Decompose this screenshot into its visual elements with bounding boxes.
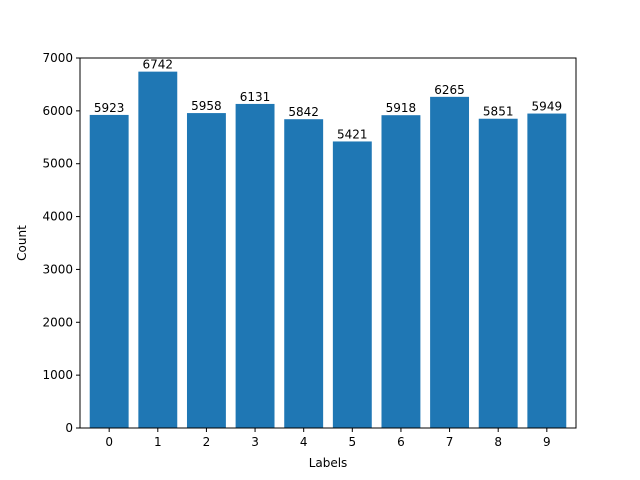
bar-2	[186, 113, 226, 428]
y-tick-label-3000: 3000	[42, 262, 73, 276]
bar-3	[235, 103, 275, 428]
y-tick-label-4000: 4000	[42, 210, 73, 224]
bar-value-label-7: 6265	[434, 83, 465, 97]
bar-value-label-2: 5958	[191, 99, 222, 113]
x-axis-title: Labels	[309, 456, 348, 470]
bar-labels-layer: 5923 6742 5958 6131 5842 5421 5918 6265 5851 5949	[94, 58, 562, 142]
bar-value-label-1: 6742	[143, 58, 174, 72]
x-tick-label-6: 6	[397, 435, 405, 449]
x-tick-label-9: 9	[543, 435, 551, 449]
x-tick-label-4: 4	[300, 435, 308, 449]
x-tick-label-3: 3	[251, 435, 259, 449]
y-axis-title: Count	[15, 225, 29, 261]
y-tick-label-5000: 5000	[42, 157, 73, 171]
y-axis-ticks: 0 1000 2000 3000 4000 5000 6000 7000	[42, 51, 80, 435]
x-axis-ticks: 0 1 2 3 4 5 6 7 8 9	[105, 428, 551, 449]
bar-value-label-4: 5842	[288, 105, 319, 119]
bar-9	[527, 113, 567, 428]
bar-value-label-9: 5949	[532, 100, 563, 114]
bar-value-label-3: 6131	[240, 90, 271, 104]
bar-7	[430, 96, 470, 428]
bar-8	[478, 118, 518, 429]
x-tick-label-7: 7	[446, 435, 454, 449]
bar-4	[284, 119, 324, 429]
y-tick-label-1000: 1000	[42, 368, 73, 382]
x-tick-label-0: 0	[105, 435, 113, 449]
y-tick-label-6000: 6000	[42, 104, 73, 118]
bar-value-label-0: 5923	[94, 101, 125, 115]
bar-value-label-6: 5918	[386, 101, 417, 115]
bar-1	[138, 71, 178, 428]
x-tick-label-5: 5	[348, 435, 356, 449]
y-tick-label-2000: 2000	[42, 315, 73, 329]
x-tick-label-2: 2	[203, 435, 211, 449]
bars-layer	[89, 71, 567, 429]
plot-area-frame	[79, 57, 577, 429]
bar-0	[89, 114, 129, 429]
bar-5	[332, 141, 372, 428]
x-tick-label-1: 1	[154, 435, 162, 449]
y-tick-label-0: 0	[65, 421, 73, 435]
bar-value-label-5: 5421	[337, 127, 368, 141]
bar-6	[381, 115, 421, 428]
bar-value-label-8: 5851	[483, 105, 514, 119]
x-tick-label-8: 8	[494, 435, 502, 449]
y-tick-label-7000: 7000	[42, 51, 73, 65]
